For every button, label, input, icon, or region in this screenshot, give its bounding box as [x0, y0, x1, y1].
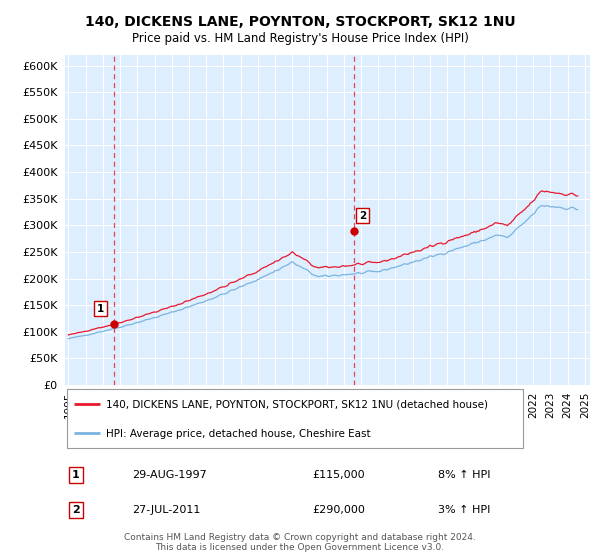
Text: 140, DICKENS LANE, POYNTON, STOCKPORT, SK12 1NU: 140, DICKENS LANE, POYNTON, STOCKPORT, S… [85, 15, 515, 29]
Text: 27-JUL-2011: 27-JUL-2011 [132, 505, 200, 515]
Text: £290,000: £290,000 [312, 505, 365, 515]
Text: 29-AUG-1997: 29-AUG-1997 [132, 470, 207, 480]
Text: 1: 1 [72, 470, 80, 480]
Text: Price paid vs. HM Land Registry's House Price Index (HPI): Price paid vs. HM Land Registry's House … [131, 32, 469, 45]
Text: 2: 2 [359, 211, 366, 221]
Text: 2: 2 [72, 505, 80, 515]
Text: 8% ↑ HPI: 8% ↑ HPI [438, 470, 491, 480]
Text: £115,000: £115,000 [312, 470, 365, 480]
Text: 140, DICKENS LANE, POYNTON, STOCKPORT, SK12 1NU (detached house): 140, DICKENS LANE, POYNTON, STOCKPORT, S… [106, 400, 488, 410]
Text: 1: 1 [97, 304, 104, 314]
FancyBboxPatch shape [67, 389, 523, 448]
Text: HPI: Average price, detached house, Cheshire East: HPI: Average price, detached house, Ches… [106, 428, 371, 438]
Text: Contains HM Land Registry data © Crown copyright and database right 2024.
This d: Contains HM Land Registry data © Crown c… [124, 533, 476, 552]
Text: 3% ↑ HPI: 3% ↑ HPI [438, 505, 490, 515]
